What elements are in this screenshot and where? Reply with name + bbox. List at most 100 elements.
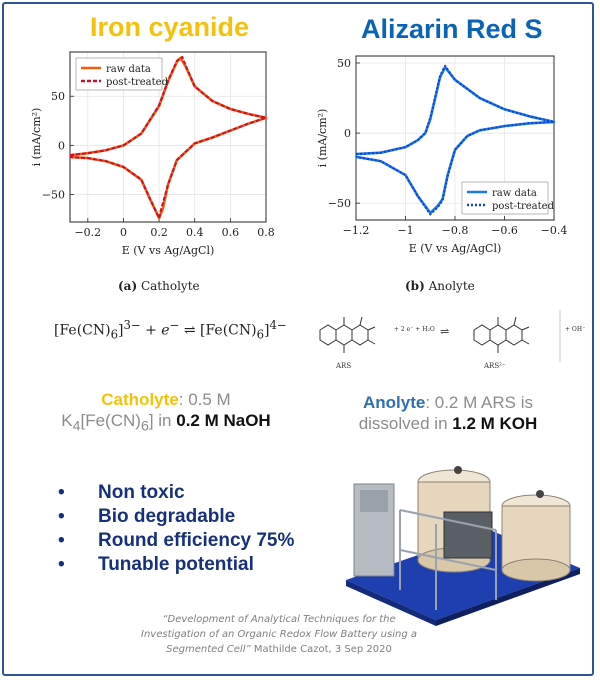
ars-hydroxide: + OH⁻ bbox=[565, 326, 585, 333]
anolyte-caption: (b) Anolyte bbox=[405, 279, 475, 293]
plot-border bbox=[355, 55, 555, 221]
y-tick-label: 0 bbox=[58, 139, 65, 152]
legend-label: raw data bbox=[106, 64, 151, 75]
legend bbox=[75, 57, 163, 91]
iron-cyanide-equation: [Fe(CN)6]3− + e− ⇌ [Fe(CN)6]4− bbox=[54, 318, 287, 342]
catholyte-description: Catholyte: 0.5 M K4[Fe(CN)6] in 0.2 M Na… bbox=[36, 389, 296, 437]
ars-label: ARS bbox=[335, 362, 351, 370]
x-tick-label: 0 bbox=[120, 226, 127, 239]
citation-author: Mathilde Cazot, 3 Sep 2020 bbox=[250, 644, 392, 655]
catholyte-desc-concentration: : 0.5 M bbox=[178, 390, 231, 409]
x-tick-label: 0.6 bbox=[222, 226, 240, 239]
plot-border bbox=[69, 51, 267, 223]
caption-label-a: (a) bbox=[118, 279, 138, 293]
list-item: • Bio degradable bbox=[58, 505, 294, 529]
frame-rails-icon bbox=[399, 509, 497, 610]
legend-label: raw data bbox=[492, 188, 537, 199]
x-tick-label: −0.8 bbox=[442, 224, 469, 237]
benefit-text: Non toxic bbox=[98, 482, 185, 503]
eq-electron-charge: − bbox=[169, 318, 180, 332]
anolyte-desc-dissolved: dissolved in bbox=[358, 414, 453, 433]
list-item: • Round efficiency 75% bbox=[58, 529, 294, 553]
ars-reaction-diagram: + 2 e⁻ + H₂O ⇌ + OH⁻ ARS ARS²⁻ bbox=[319, 310, 585, 370]
citation-line: Segmented Cell” bbox=[166, 644, 251, 655]
x-tick-label: −1.2 bbox=[343, 224, 370, 237]
citation-line: “Development of Analytical Techniques fo… bbox=[162, 614, 396, 625]
catholyte-desc-label: Catholyte bbox=[101, 390, 179, 409]
catholyte-solvent: 0.2 M NaOH bbox=[176, 411, 271, 430]
x-axis-label: E (V vs Ag/AgCl) bbox=[122, 244, 215, 257]
battery-base-front-icon bbox=[436, 568, 580, 626]
y-axis-label: i (mA/cm²) bbox=[316, 109, 329, 168]
desc-fe: [Fe(CN) bbox=[80, 411, 141, 430]
eq-sub: 6 bbox=[256, 327, 265, 342]
ars2-label: ARS²⁻ bbox=[483, 362, 506, 370]
legend bbox=[461, 181, 549, 215]
x-tick-label: −0.2 bbox=[74, 226, 101, 239]
catholyte-cv-chart: −0.2 0 0.2 0.4 0.6 0.8 −50 0 50 E (V vs Ag/AgCl) i… bbox=[30, 51, 275, 257]
y-axis-label: i (mA/cm²) bbox=[30, 108, 43, 167]
ars-reagents: + 2 e⁻ + H₂O bbox=[394, 326, 435, 333]
catholyte-title: Iron cyanide bbox=[90, 12, 250, 42]
ars-molecule-right bbox=[473, 316, 530, 353]
battery-base-side-icon bbox=[346, 580, 436, 626]
list-item: • Tunable potential bbox=[58, 553, 294, 577]
citation-line: Investigation of an Organic Redox Flow B… bbox=[141, 629, 417, 640]
bullet-icon: • bbox=[58, 554, 65, 575]
x-tick-label: 0.4 bbox=[186, 226, 204, 239]
anolyte-desc-concentration: : 0.2 M ARS is bbox=[425, 393, 534, 412]
series-line bbox=[355, 65, 556, 215]
tank-2-bottom-icon bbox=[501, 558, 571, 582]
eq-sup: 3− bbox=[123, 318, 141, 332]
eq-sup: 4− bbox=[269, 318, 287, 332]
anolyte-desc-label: Anolyte bbox=[362, 393, 426, 412]
series-line bbox=[355, 64, 555, 216]
desc-k: K bbox=[61, 411, 73, 430]
eq-species-ferricyanide: [Fe(CN) bbox=[54, 322, 111, 339]
eq-sub: 6 bbox=[110, 327, 119, 342]
ars-equilibrium-arrow: ⇌ bbox=[440, 325, 449, 338]
ars-molecule-left bbox=[319, 316, 376, 353]
bullet-icon: • bbox=[58, 482, 65, 503]
legend-label: post-treated bbox=[492, 201, 555, 212]
desc-k-sub: 4 bbox=[72, 418, 81, 435]
anolyte-description: Anolyte: 0.2 M ARS is dissolved in 1.2 M… bbox=[318, 392, 578, 434]
eq-species-ferrocyanide: [Fe(CN) bbox=[200, 322, 257, 339]
citation: “Development of Analytical Techniques fo… bbox=[108, 612, 450, 657]
bullet-icon: • bbox=[58, 530, 65, 551]
tank-1-cap-icon bbox=[454, 466, 462, 474]
page-frame bbox=[2, 2, 594, 676]
y-tick-label: 50 bbox=[51, 90, 65, 103]
anolyte-title: Alizarin Red S bbox=[361, 14, 543, 44]
x-tick-label: 0.8 bbox=[257, 226, 275, 239]
x-tick-label: −0.6 bbox=[491, 224, 518, 237]
benefit-text: Round efficiency 75% bbox=[98, 530, 295, 551]
catholyte-caption: (a) Catholyte bbox=[118, 279, 200, 293]
y-tick-label: 0 bbox=[344, 127, 351, 140]
series-line bbox=[69, 55, 267, 220]
eq-electron: + e bbox=[140, 322, 170, 339]
y-tick-label: −50 bbox=[42, 188, 65, 201]
bullet-icon: • bbox=[58, 506, 65, 527]
y-tick-label: 50 bbox=[337, 57, 351, 70]
benefit-text: Tunable potential bbox=[98, 554, 254, 575]
benefits-list: • Non toxic • Bio degradable • Round effici… bbox=[58, 481, 294, 577]
desc-fe-end: ] in bbox=[148, 411, 177, 430]
anolyte-solvent: 1.2 M KOH bbox=[452, 414, 538, 433]
x-tick-label: 0.2 bbox=[150, 226, 168, 239]
x-axis-label: E (V vs Ag/AgCl) bbox=[409, 242, 502, 255]
desc-fe-sub: 6 bbox=[140, 418, 149, 435]
caption-text-catholyte: Catholyte bbox=[140, 279, 200, 293]
x-tick-label: −1 bbox=[397, 224, 413, 237]
x-tick-label: −0.4 bbox=[541, 224, 568, 237]
anolyte-cv-chart: −1.2 −1 −0.8 −0.6 −0.4 −50 0 50 E (V vs Ag/AgCl)… bbox=[316, 55, 568, 255]
list-item: • Non toxic bbox=[58, 481, 294, 505]
cell-stack-icon bbox=[443, 511, 493, 559]
caption-text-anolyte: Anolyte bbox=[428, 279, 475, 293]
eq-arrow: ⇌ bbox=[179, 322, 201, 339]
benefit-text: Bio degradable bbox=[98, 506, 236, 527]
y-tick-label: −50 bbox=[328, 197, 351, 210]
tank-2-cap-icon bbox=[536, 490, 544, 498]
legend-label: post-treated bbox=[106, 77, 169, 88]
flow-battery-illustration bbox=[346, 466, 580, 626]
